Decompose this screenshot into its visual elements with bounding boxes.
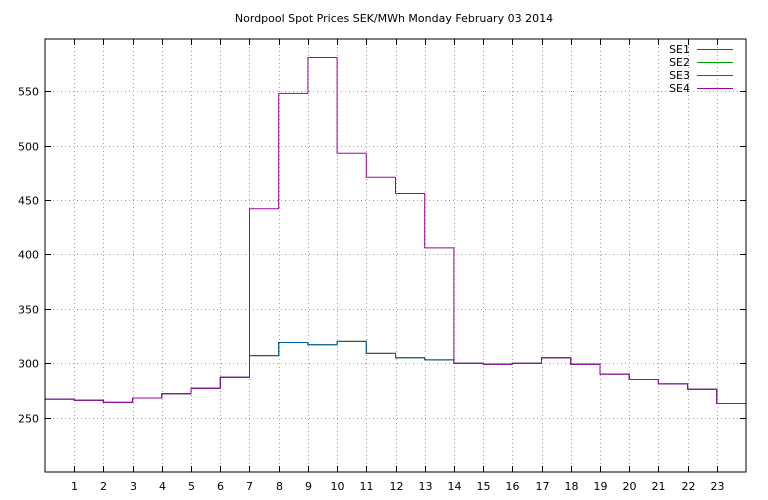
y-tick-label: 300 bbox=[18, 358, 39, 371]
x-tick-label: 6 bbox=[217, 480, 224, 493]
x-axis-tick-labels: 1 2 3 4 5 6 7 8 9 10 11 12 13 14 15 16 17 18 19 20 21 22 23 bbox=[71, 480, 725, 493]
x-tick-label: 13 bbox=[419, 480, 433, 493]
y-tick-label: 450 bbox=[18, 195, 39, 208]
x-tick-label: 18 bbox=[565, 480, 579, 493]
x-tick-label: 8 bbox=[276, 480, 283, 493]
x-tick-label: 17 bbox=[536, 480, 550, 493]
x-tick-label: 12 bbox=[390, 480, 404, 493]
x-tick-label: 5 bbox=[188, 480, 195, 493]
x-tick-label: 4 bbox=[159, 480, 166, 493]
plot-frame bbox=[44, 38, 747, 473]
x-tick-label: 21 bbox=[652, 480, 666, 493]
y-tick-label: 550 bbox=[18, 86, 39, 99]
series-line-se3 bbox=[45, 340, 746, 404]
grid-lines bbox=[45, 39, 746, 472]
y-tick-label: 500 bbox=[18, 141, 39, 154]
y-tick-label: 250 bbox=[18, 413, 39, 426]
x-tick-label: 1 bbox=[71, 480, 78, 493]
axis-ticks bbox=[45, 39, 746, 472]
x-tick-label: 7 bbox=[246, 480, 253, 493]
series-line-se4 bbox=[45, 57, 746, 404]
y-tick-label: 350 bbox=[18, 304, 39, 317]
x-tick-label: 11 bbox=[360, 480, 374, 493]
x-tick-label: 14 bbox=[448, 480, 462, 493]
series-lines bbox=[45, 57, 746, 404]
legend-label-se4: SE4 bbox=[669, 82, 690, 95]
x-tick-label: 2 bbox=[100, 480, 107, 493]
series-line-se2 bbox=[45, 340, 746, 404]
x-tick-label: 15 bbox=[477, 480, 491, 493]
y-tick-label: 400 bbox=[18, 249, 39, 262]
legend-label-se3: SE3 bbox=[669, 69, 690, 82]
x-tick-label: 10 bbox=[331, 480, 345, 493]
legend-label-se2: SE2 bbox=[669, 56, 690, 69]
x-tick-label: 9 bbox=[305, 480, 312, 493]
x-tick-label: 22 bbox=[682, 480, 696, 493]
y-axis-tick-labels: 250 300 350 400 450 500 550 bbox=[18, 86, 39, 426]
x-tick-label: 20 bbox=[623, 480, 637, 493]
chart-title: Nordpool Spot Prices SEK/MWh Monday Febr… bbox=[235, 12, 553, 25]
x-tick-label: 19 bbox=[594, 480, 608, 493]
x-tick-label: 23 bbox=[711, 480, 725, 493]
legend-label-se1: SE1 bbox=[669, 43, 690, 56]
series-line-se1 bbox=[45, 340, 746, 404]
x-tick-label: 3 bbox=[130, 480, 137, 493]
x-tick-label: 16 bbox=[506, 480, 520, 493]
